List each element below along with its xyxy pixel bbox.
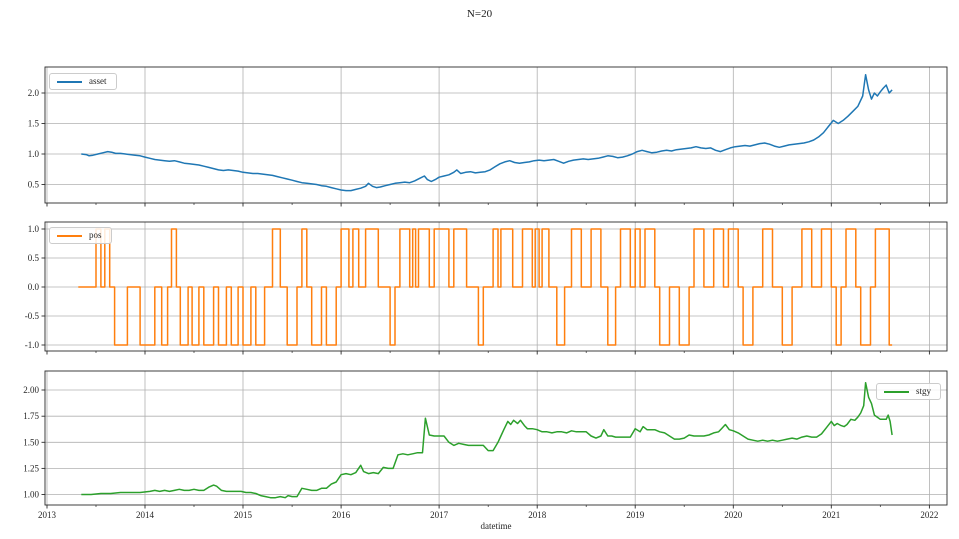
x-tick-label: 2014 — [136, 510, 155, 520]
x-tick-label: 2016 — [332, 510, 351, 520]
y-tick-label: 2.0 — [28, 88, 40, 98]
x-tick-label: 2019 — [626, 510, 645, 520]
x-tick-label: 2013 — [38, 510, 57, 520]
legend-stgy: stgy — [876, 383, 942, 400]
y-tick-label: 0.0 — [28, 282, 40, 292]
asset-line-swatch — [57, 80, 82, 83]
stgy-series-line — [81, 381, 893, 499]
asset-subplot: 0.5 1.0 1.5 2.0 — [28, 66, 948, 207]
asset-series-line — [81, 73, 893, 192]
y-tick-label: 1.50 — [23, 437, 39, 447]
y-tick-label: 1.5 — [28, 119, 40, 129]
x-tick-label: 2018 — [528, 510, 547, 520]
legend-pos: pos — [49, 227, 112, 244]
stgy-line-swatch — [884, 390, 909, 393]
x-axis-label: datetime — [480, 521, 512, 531]
y-tick-label: 1.0 — [28, 224, 40, 234]
pos-subplot: -1.0 -0.5 0.0 0.5 1.0 — [25, 221, 948, 355]
x-tick-label: 2021 — [822, 510, 840, 520]
axes-frame — [44, 221, 948, 352]
y-tick-label: 1.0 — [28, 149, 40, 159]
legend-asset: asset — [49, 73, 117, 90]
axes-frame — [44, 66, 948, 204]
x-tick-label: 2020 — [724, 510, 743, 520]
y-tick-label: 1.75 — [23, 411, 39, 421]
x-tick-label: 2017 — [430, 510, 449, 520]
x-tick-label: 2022 — [920, 510, 938, 520]
legend-pos-label: pos — [89, 230, 102, 240]
x-tick-label: 2015 — [234, 510, 253, 520]
legend-stgy-label: stgy — [916, 386, 932, 396]
y-tick-label: 1.00 — [23, 490, 39, 500]
pos-series-line — [78, 228, 893, 346]
y-tick-label: 1.25 — [23, 463, 39, 473]
pos-line-swatch — [57, 234, 82, 237]
legend-asset-label: asset — [89, 76, 107, 86]
figure-title: N=20 — [466, 8, 493, 20]
y-tick-label: -1.0 — [25, 340, 40, 350]
y-tick-label: -0.5 — [25, 311, 40, 321]
stgy-subplot: 1.00 1.25 1.50 1.75 2.00 2013 2014 2015 2016 2017… — [23, 370, 948, 520]
axes-frame — [44, 370, 948, 506]
y-tick-label: 2.00 — [23, 385, 39, 395]
y-tick-label: 0.5 — [28, 253, 40, 263]
y-tick-label: 0.5 — [28, 180, 40, 190]
